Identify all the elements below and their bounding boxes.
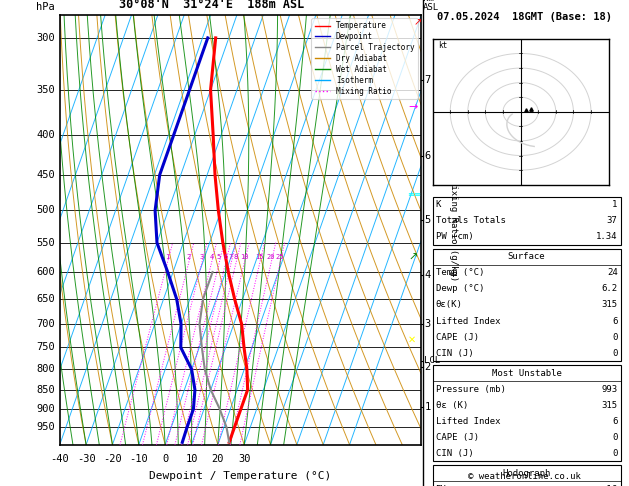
Text: Totals Totals: Totals Totals [435,216,506,226]
Text: 24: 24 [607,268,618,278]
Text: 7: 7 [229,254,233,260]
Text: PW (cm): PW (cm) [435,232,473,242]
Text: K: K [435,200,441,209]
Bar [433,465,621,486]
Text: 07.05.2024  18GMT (Base: 18): 07.05.2024 18GMT (Base: 18) [437,12,612,22]
Text: 8: 8 [234,254,238,260]
Text: Lifted Index: Lifted Index [435,316,500,326]
Text: -30: -30 [77,454,96,464]
Text: 950: 950 [36,422,55,433]
Text: Most Unstable: Most Unstable [492,368,562,378]
Text: 4: 4 [209,254,213,260]
Text: EH: EH [435,485,447,486]
Text: -10: -10 [130,454,148,464]
Text: -16: -16 [601,485,618,486]
Text: 3: 3 [425,319,431,329]
Text: 10: 10 [185,454,198,464]
Text: CAPE (J): CAPE (J) [435,433,479,442]
Text: 700: 700 [36,319,55,329]
Text: 850: 850 [36,385,55,395]
Text: 550: 550 [36,238,55,248]
Text: 25: 25 [276,254,284,260]
Text: 750: 750 [36,343,55,352]
Text: 900: 900 [36,404,55,414]
Text: 6: 6 [612,316,618,326]
Text: LCL: LCL [425,356,440,365]
Text: kt: kt [438,41,447,50]
Text: 2: 2 [425,362,431,372]
Text: ↗: ↗ [413,17,421,27]
Text: Hodograph: Hodograph [503,469,551,478]
Text: 800: 800 [36,364,55,374]
Text: θε(K): θε(K) [435,300,462,310]
Text: →: → [409,102,418,112]
Legend: Temperature, Dewpoint, Parcel Trajectory, Dry Adiabat, Wet Adiabat, Isotherm, Mi: Temperature, Dewpoint, Parcel Trajectory… [311,18,418,99]
Text: CIN (J): CIN (J) [435,449,473,458]
Text: 0: 0 [612,433,618,442]
Text: CAPE (J): CAPE (J) [435,332,479,342]
Bar [433,365,621,461]
Text: 30: 30 [238,454,250,464]
Text: 650: 650 [36,294,55,304]
Text: 37: 37 [607,216,618,226]
Text: Temp (°C): Temp (°C) [435,268,484,278]
Text: 6: 6 [612,417,618,426]
Text: 7: 7 [425,75,431,85]
Text: 6: 6 [425,151,431,160]
Text: 5: 5 [425,215,431,226]
Text: 450: 450 [36,170,55,180]
Text: 0: 0 [612,348,618,358]
Text: © weatheronline.co.uk: © weatheronline.co.uk [468,472,581,481]
Text: ✕: ✕ [408,335,416,345]
Text: 315: 315 [601,300,618,310]
Text: 3: 3 [199,254,204,260]
Text: Lifted Index: Lifted Index [435,417,500,426]
Text: Dewp (°C): Dewp (°C) [435,284,484,294]
Text: 500: 500 [36,206,55,215]
Text: 4: 4 [425,270,431,280]
Text: 315: 315 [601,400,618,410]
Text: 2: 2 [186,254,191,260]
Text: 10: 10 [240,254,248,260]
Text: 350: 350 [36,85,55,95]
Text: 1: 1 [165,254,169,260]
Bar [433,249,621,361]
Text: 1: 1 [612,200,618,209]
Text: 0: 0 [162,454,169,464]
Text: 5: 5 [217,254,221,260]
Text: 6: 6 [223,254,228,260]
Text: 20: 20 [267,254,276,260]
Text: km
ASL: km ASL [423,0,440,13]
Text: 20: 20 [211,454,224,464]
Text: 15: 15 [255,254,264,260]
Text: ≡≡: ≡≡ [408,190,421,199]
Text: -20: -20 [103,454,122,464]
Text: Pressure (mb): Pressure (mb) [435,384,506,394]
Text: 600: 600 [36,267,55,277]
Text: 400: 400 [36,130,55,140]
Text: 0: 0 [612,449,618,458]
Text: 300: 300 [36,33,55,43]
Text: Surface: Surface [508,252,545,261]
Text: 30°08'N  31°24'E  188m ASL: 30°08'N 31°24'E 188m ASL [119,0,304,11]
Text: 1: 1 [425,402,431,412]
Text: 6.2: 6.2 [601,284,618,294]
Text: 993: 993 [601,384,618,394]
Text: θε (K): θε (K) [435,400,468,410]
Text: CIN (J): CIN (J) [435,348,473,358]
Text: -40: -40 [50,454,69,464]
Text: Mixing Ratio (g/kg): Mixing Ratio (g/kg) [448,178,457,281]
Text: 1.34: 1.34 [596,232,618,242]
Text: ↗: ↗ [409,253,418,262]
Text: 0: 0 [612,332,618,342]
Text: Dewpoint / Temperature (°C): Dewpoint / Temperature (°C) [150,471,331,481]
Bar [433,197,621,245]
Text: hPa: hPa [36,2,55,13]
